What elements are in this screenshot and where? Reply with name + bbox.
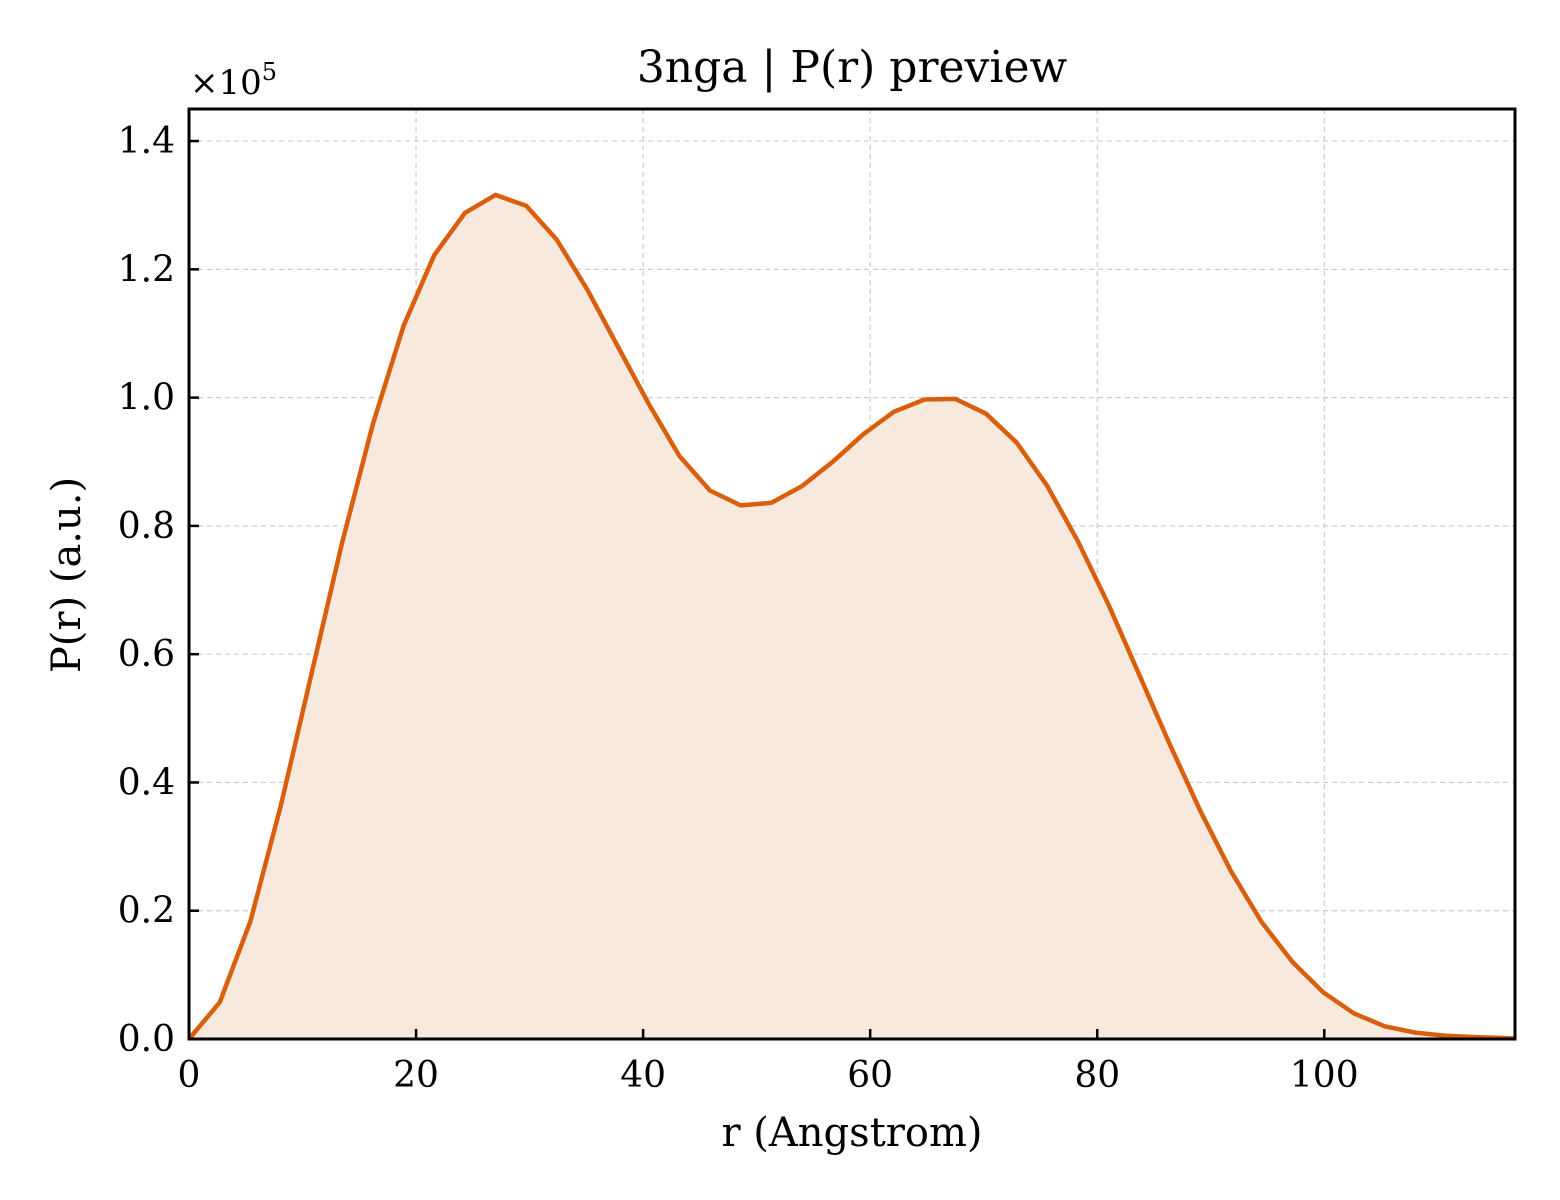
x-tick-label: 60	[847, 1055, 893, 1096]
y-tick-label: 0.8	[118, 506, 175, 547]
x-tick-label: 100	[1290, 1055, 1359, 1096]
y-multiplier: ×105	[190, 58, 277, 103]
y-tick-label: 1.0	[118, 378, 175, 419]
y-tick-label: 0.6	[118, 634, 175, 675]
series-line	[187, 192, 1516, 1041]
chart-title: 3nga | P(r) preview	[637, 42, 1068, 93]
tick-layer: 0 20 40 60 80 100 0.0 0.2 0.4 0.6 0.8 1.0 1.2 1.4	[118, 121, 1359, 1096]
plot-frame	[187, 107, 1517, 1041]
x-tick-label: 40	[620, 1055, 666, 1096]
y-tick-label: 1.4	[118, 121, 175, 162]
y-tick-label: 0.2	[118, 891, 175, 932]
area-fill	[189, 194, 1515, 1039]
y-tick-label: 1.2	[118, 249, 175, 290]
x-tick-label: 20	[393, 1055, 439, 1096]
y-tick-label: 0.4	[118, 762, 175, 803]
x-tick-label: 0	[178, 1055, 201, 1096]
y-axis-label: P(r) (a.u.)	[44, 477, 90, 673]
x-axis-label: r (Angstrom)	[721, 1110, 982, 1156]
x-tick-label: 80	[1074, 1055, 1120, 1096]
y-tick-label: 0.0	[118, 1019, 175, 1060]
